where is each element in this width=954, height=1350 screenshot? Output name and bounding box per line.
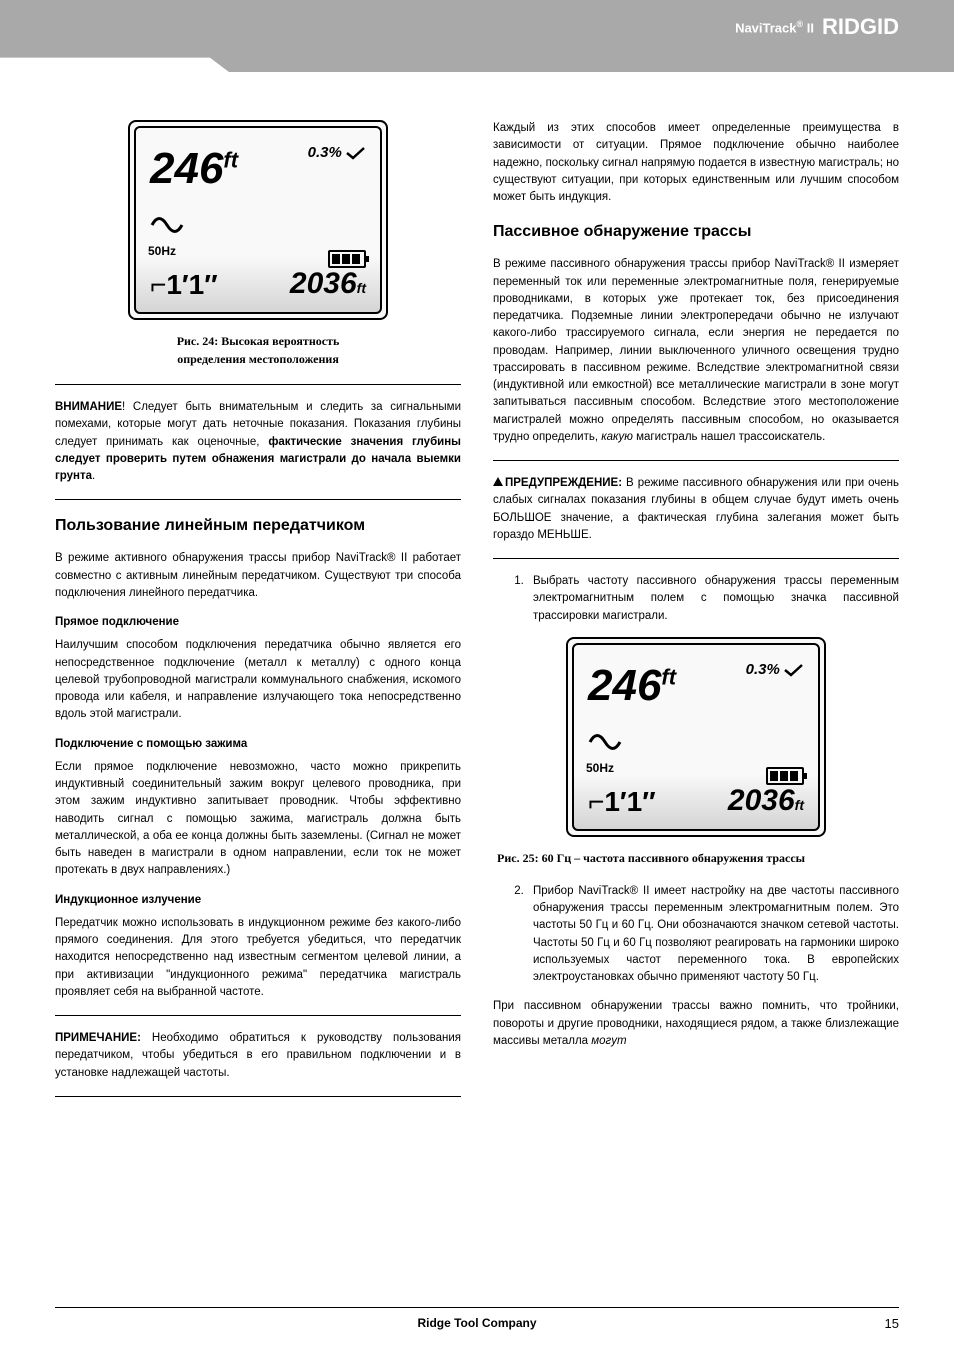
divider <box>493 558 899 559</box>
bracket-reading: ⌐1′1″ <box>588 781 656 823</box>
sine-icon <box>150 210 184 240</box>
divider <box>55 499 461 500</box>
bracket-reading: ⌐1′1″ <box>150 264 218 306</box>
list-item: Выбрать частоту пассивного обнаружения т… <box>527 573 899 625</box>
signal-strength: 0.3% <box>746 659 804 682</box>
signal-strength: 0.3% <box>308 142 366 165</box>
para-induction: Передатчик можно использовать в индукцио… <box>55 915 461 1001</box>
ridgid-logo: RIDGID <box>822 10 899 43</box>
divider <box>55 1015 461 1016</box>
sine-icon <box>588 727 622 757</box>
para-methods: Каждый из этих способов имеет определенн… <box>493 120 899 206</box>
display-figure-25: 246ft 0.3% 50Hz ⌐1′1″ 2036ft <box>566 637 826 837</box>
footer-company: Ridge Tool Company <box>417 1314 536 1332</box>
heading-transmitter: Пользование линейным передатчиком <box>55 514 461 538</box>
warning-triangle-icon <box>493 477 503 486</box>
heading-passive: Пассивное обнаружение трассы <box>493 220 899 244</box>
para-direct: Наилучшим способом подключения передатчи… <box>55 637 461 723</box>
footer: Ridge Tool Company 15 <box>55 1307 899 1332</box>
page-number: 15 <box>885 1314 899 1334</box>
ordered-list: Прибор NaviTrack® II имеет настройку на … <box>493 883 899 987</box>
subhead-clamp: Подключение с помощью зажима <box>55 736 461 753</box>
divider <box>55 1096 461 1097</box>
note-block: ПРИМЕЧАНИЕ: Необходимо обратиться к руко… <box>55 1030 461 1082</box>
fig24-caption: Рис. 24: Высокая вероятностьопределения … <box>55 332 461 368</box>
product-name: NaviTrack® II <box>735 18 814 38</box>
subhead-direct: Прямое подключение <box>55 614 461 631</box>
fig25-caption: Рис. 25: 60 Гц – частота пассивного обна… <box>497 849 899 867</box>
warning-block-2: ПРЕДУПРЕЖДЕНИЕ: В режиме пассивного обна… <box>493 475 899 544</box>
display-figure-24: 246ft 0.3% 50Hz ⌐1′1″ 2036ft <box>128 120 388 320</box>
distance-reading: 2036ft <box>290 261 366 306</box>
depth-reading: 246ft <box>150 136 238 202</box>
para-transmitter-intro: В режиме активного обнаружения трассы пр… <box>55 550 461 602</box>
depth-reading: 246ft <box>588 653 676 719</box>
list-item: Прибор NaviTrack® II имеет настройку на … <box>527 883 899 987</box>
divider <box>493 460 899 461</box>
para-clamp: Если прямое подключение невозможно, част… <box>55 759 461 880</box>
warning-block-1: ВНИМАНИЕ! Следует быть внимательным и сл… <box>55 399 461 485</box>
para-passive: В режиме пассивного обнаружения трассы п… <box>493 256 899 446</box>
freq-label: 50Hz <box>586 759 614 777</box>
divider <box>55 384 461 385</box>
freq-label: 50Hz <box>148 242 176 260</box>
para-final: При пассивном обнаружении трассы важно п… <box>493 998 899 1050</box>
distance-reading: 2036ft <box>728 778 804 823</box>
subhead-induction: Индукционное излучение <box>55 892 461 909</box>
ordered-list: Выбрать частоту пассивного обнаружения т… <box>493 573 899 625</box>
